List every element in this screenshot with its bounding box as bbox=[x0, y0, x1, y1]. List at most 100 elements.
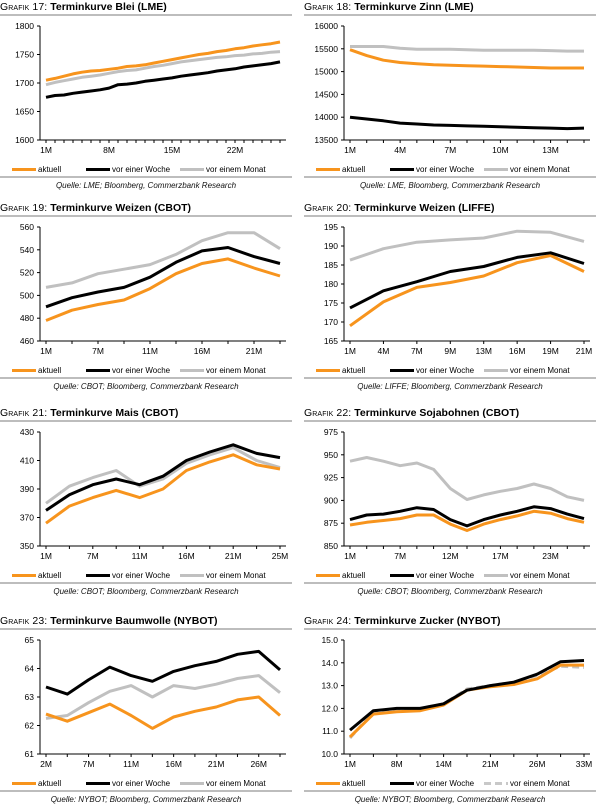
title-rule bbox=[304, 628, 596, 630]
source-note: Quelle: NYBOT; Bloomberg, Commerzbank Re… bbox=[50, 795, 242, 804]
y-tick-label: 410 bbox=[20, 456, 34, 466]
legend-item-woche: vor einer Woche bbox=[390, 363, 474, 377]
y-tick-label: 195 bbox=[324, 222, 338, 232]
series-line-aktuell bbox=[349, 509, 585, 532]
legend-item-aktuell: aktuell bbox=[12, 568, 61, 582]
chart-number: Grafik 19: bbox=[0, 202, 48, 214]
legend-label: aktuell bbox=[38, 778, 62, 788]
legend-swatch bbox=[86, 781, 110, 785]
legend-item-monat: vor einem Monat bbox=[484, 776, 570, 790]
y-tick-label: 1600 bbox=[15, 135, 34, 145]
chart-panel-grafik-19: Grafik 19: Terminkurve Weizen (CBOT) 460 4… bbox=[0, 201, 292, 395]
line-chart: 10.0 11.0 12.0 13.0 14.0 15.0 1M 8M 14M 21M 26M 33M bbox=[321, 635, 593, 769]
y-tick-label: 520 bbox=[20, 268, 34, 278]
legend-label: vor einer Woche bbox=[416, 778, 475, 788]
legend-swatch bbox=[390, 167, 414, 171]
x-tick-label: 33M bbox=[576, 759, 593, 769]
legend-item-woche: vor einer Woche bbox=[390, 568, 474, 582]
x-tick-label: 16M bbox=[509, 346, 526, 356]
bottom-rule bbox=[304, 176, 596, 178]
chart-legend: aktuell vor einer Woche vor einem Monat bbox=[304, 363, 596, 377]
y-tick-label: 480 bbox=[20, 313, 34, 323]
legend-label: vor einer Woche bbox=[416, 164, 475, 174]
x-tick-label: 26M bbox=[250, 759, 267, 769]
x-tick-label: 19M bbox=[542, 346, 559, 356]
chart-title: Grafik 21: Terminkurve Mais (CBOT) bbox=[0, 406, 292, 420]
legend-item-aktuell: aktuell bbox=[316, 776, 365, 790]
series-line-woche bbox=[349, 659, 585, 732]
source-note: Quelle: CBOT; Bloomberg, Commerzbank Res… bbox=[53, 587, 239, 596]
x-tick-label: 17M bbox=[492, 551, 509, 561]
x-tick-label: 21M bbox=[208, 759, 225, 769]
x-tick-label: 7M bbox=[444, 145, 456, 155]
legend-swatch bbox=[86, 368, 110, 372]
series-line-monat bbox=[350, 45, 584, 53]
y-tick-label: 10.0 bbox=[321, 749, 338, 759]
y-tick-label: 65 bbox=[25, 635, 35, 645]
x-tick-label: 7M bbox=[92, 346, 104, 356]
legend-swatch bbox=[12, 368, 36, 372]
legend-item-monat: vor einem Monat bbox=[180, 162, 266, 176]
series-line-woche bbox=[349, 251, 585, 310]
legend-item-woche: vor einer Woche bbox=[390, 776, 474, 790]
x-tick-label: 16M bbox=[194, 346, 211, 356]
y-tick-label: 14000 bbox=[314, 112, 338, 122]
series-line-monat bbox=[45, 446, 281, 505]
y-tick-label: 1800 bbox=[15, 21, 34, 31]
legend-item-woche: vor einer Woche bbox=[390, 162, 474, 176]
chart-number: Grafik 18: bbox=[304, 1, 352, 13]
legend-label: vor einem Monat bbox=[510, 570, 570, 580]
legend-label: vor einem Monat bbox=[510, 778, 570, 788]
legend-swatch bbox=[86, 573, 110, 577]
legend-item-monat: vor einem Monat bbox=[180, 776, 266, 790]
y-tick-label: 1650 bbox=[15, 107, 34, 117]
x-tick-label: 4M bbox=[394, 145, 406, 155]
bottom-rule bbox=[0, 582, 292, 584]
legend-swatch bbox=[390, 573, 414, 577]
bottom-rule bbox=[0, 377, 292, 379]
y-tick-label: 900 bbox=[324, 495, 338, 505]
chart-title: Grafik 19: Terminkurve Weizen (CBOT) bbox=[0, 201, 292, 215]
x-tick-label: 21M bbox=[576, 346, 593, 356]
chart-title-text: Terminkurve Sojabohnen (CBOT) bbox=[354, 407, 520, 419]
chart-legend: aktuell vor einer Woche vor einem Monat bbox=[0, 363, 292, 377]
source-note: Quelle: LIFFE; Bloomberg, Commerzbank Re… bbox=[357, 382, 543, 391]
legend-item-woche: vor einer Woche bbox=[86, 162, 170, 176]
source-note: Quelle: LME; Bloomberg, Commerzbank Rese… bbox=[55, 181, 237, 190]
x-tick-label: 7M bbox=[394, 551, 406, 561]
legend-label: aktuell bbox=[342, 778, 366, 788]
y-tick-label: 1750 bbox=[15, 50, 34, 60]
series-line-aktuell bbox=[349, 48, 584, 70]
legend-item-aktuell: aktuell bbox=[12, 776, 61, 790]
legend-swatch bbox=[12, 781, 36, 785]
chart-panel-grafik-21: Grafik 21: Terminkurve Mais (CBOT) 350 370… bbox=[0, 406, 292, 600]
title-rule bbox=[0, 628, 292, 630]
chart-title: Grafik 18: Terminkurve Zinn (LME) bbox=[304, 0, 596, 14]
series-line-aktuell bbox=[348, 663, 584, 738]
y-tick-label: 190 bbox=[324, 241, 338, 251]
series-line-woche bbox=[45, 443, 281, 512]
line-chart: 165 170 175 180 185 190 195 1M 4M 7M 9M 13M 16M 19M 21… bbox=[324, 222, 593, 356]
chart-legend: aktuell vor einer Woche vor einem Monat bbox=[304, 776, 596, 790]
y-tick-label: 64 bbox=[25, 664, 35, 674]
chart-legend: aktuell vor einer Woche vor einem Monat bbox=[0, 568, 292, 582]
legend-label: vor einer Woche bbox=[112, 778, 171, 788]
series-line-monat bbox=[45, 674, 281, 720]
y-tick-label: 15.0 bbox=[321, 635, 338, 645]
x-tick-label: 13M bbox=[542, 145, 559, 155]
chart-title-text: Terminkurve Weizen (LIFFE) bbox=[354, 202, 495, 214]
y-tick-label: 560 bbox=[20, 222, 34, 232]
y-tick-label: 165 bbox=[324, 336, 338, 346]
y-tick-label: 13500 bbox=[314, 135, 338, 145]
legend-label: vor einem Monat bbox=[510, 365, 570, 375]
legend-swatch bbox=[12, 573, 36, 577]
x-tick-label: 23M bbox=[542, 551, 559, 561]
x-tick-label: 21M bbox=[246, 346, 263, 356]
chart-legend: aktuell vor einer Woche vor einem Monat bbox=[0, 162, 292, 176]
y-tick-label: 975 bbox=[324, 427, 338, 437]
legend-item-aktuell: aktuell bbox=[316, 568, 365, 582]
legend-label: aktuell bbox=[342, 164, 366, 174]
y-tick-label: 370 bbox=[20, 513, 34, 523]
legend-swatch bbox=[316, 781, 340, 785]
bottom-rule bbox=[304, 377, 596, 379]
